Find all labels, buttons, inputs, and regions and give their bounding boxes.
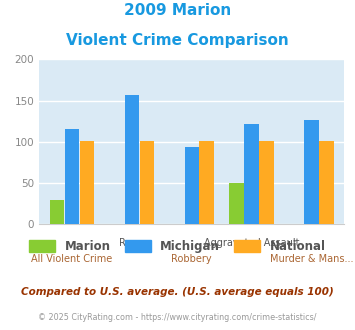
Text: Violent Crime Comparison: Violent Crime Comparison — [66, 33, 289, 48]
Text: Robbery: Robbery — [171, 254, 212, 264]
Text: © 2025 CityRating.com - https://www.cityrating.com/crime-statistics/: © 2025 CityRating.com - https://www.city… — [38, 314, 317, 322]
Bar — [185, 147, 199, 224]
Text: Rape: Rape — [119, 238, 144, 248]
Bar — [50, 200, 64, 224]
Bar — [200, 141, 214, 224]
Bar — [229, 183, 244, 224]
Bar — [260, 141, 274, 224]
Bar — [65, 129, 79, 224]
Text: Compared to U.S. average. (U.S. average equals 100): Compared to U.S. average. (U.S. average … — [21, 287, 334, 297]
Bar — [319, 141, 334, 224]
Bar — [304, 120, 318, 224]
Bar — [125, 95, 139, 224]
Text: 2009 Marion: 2009 Marion — [124, 3, 231, 18]
Text: Aggravated Assault: Aggravated Assault — [204, 238, 299, 248]
Legend: Marion, Michigan, National: Marion, Michigan, National — [24, 236, 331, 258]
Bar — [140, 141, 154, 224]
Bar — [80, 141, 94, 224]
Bar — [244, 124, 259, 224]
Text: Murder & Mans...: Murder & Mans... — [270, 254, 353, 264]
Text: All Violent Crime: All Violent Crime — [31, 254, 113, 264]
